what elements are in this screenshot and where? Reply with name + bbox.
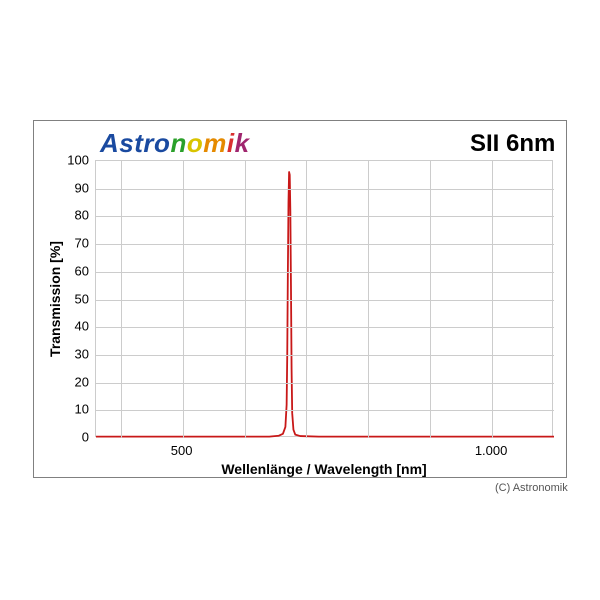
gridline-vertical (183, 161, 184, 438)
y-tick-label: 50 (75, 291, 89, 306)
y-tick-label: 20 (75, 374, 89, 389)
plot-area (95, 160, 553, 437)
copyright-text: (C) Astronomik (495, 482, 568, 494)
gridline-vertical (121, 161, 122, 438)
gridline-horizontal (96, 300, 554, 301)
y-tick-label: 60 (75, 263, 89, 278)
gridline-horizontal (96, 244, 554, 245)
filter-title: SII 6nm (470, 130, 555, 158)
gridline-horizontal (96, 216, 554, 217)
gridline-horizontal (96, 383, 554, 384)
gridline-vertical (492, 161, 493, 438)
gridline-horizontal (96, 189, 554, 190)
x-tick-label: 1.000 (475, 443, 508, 458)
gridline-horizontal (96, 327, 554, 328)
x-tick-label: 500 (171, 443, 193, 458)
gridline-horizontal (96, 355, 554, 356)
y-axis-label: Transmission [%] (47, 241, 63, 357)
gridline-vertical (306, 161, 307, 438)
y-tick-label: 90 (75, 180, 89, 195)
y-tick-label: 10 (75, 402, 89, 417)
y-tick-label: 80 (75, 208, 89, 223)
chart-canvas: Astronomik SII 6nm Wellenlänge / Wavelen… (0, 0, 600, 600)
y-tick-label: 0 (82, 430, 89, 445)
gridline-vertical (368, 161, 369, 438)
gridline-vertical (430, 161, 431, 438)
y-tick-label: 100 (67, 153, 89, 168)
gridline-vertical (245, 161, 246, 438)
gridline-horizontal (96, 410, 554, 411)
gridline-horizontal (96, 272, 554, 273)
y-tick-label: 40 (75, 319, 89, 334)
y-tick-label: 70 (75, 236, 89, 251)
brand-logo: Astronomik (100, 128, 250, 159)
y-tick-label: 30 (75, 346, 89, 361)
x-axis-label: Wellenlänge / Wavelength [nm] (221, 461, 426, 477)
